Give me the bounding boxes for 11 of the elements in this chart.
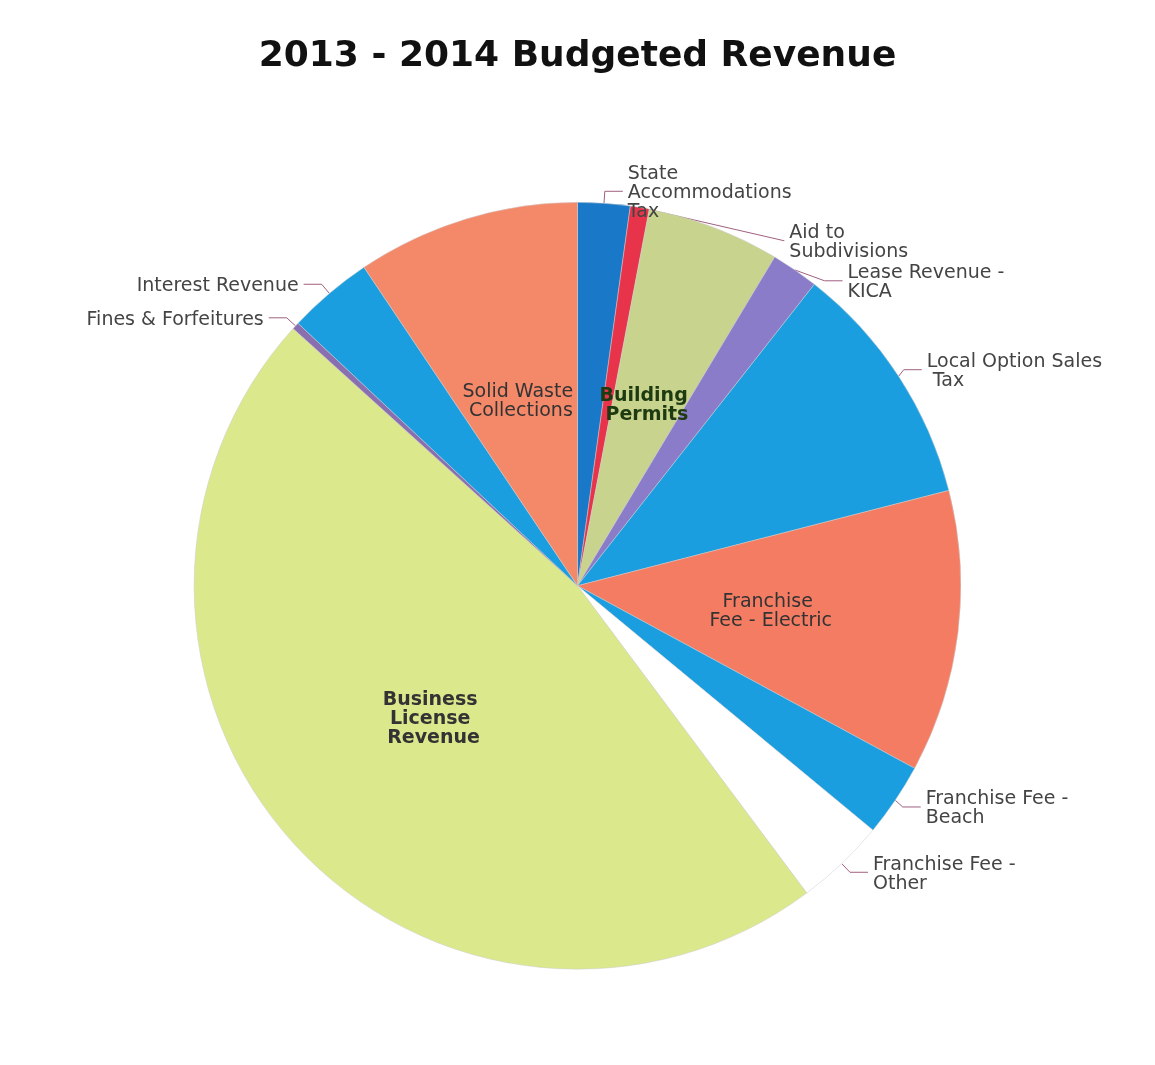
slice-label: Franchise Fee - Electric [709,589,833,631]
slice-label: Local Option Sales Tax [926,349,1103,391]
chart-title: 2013 - 2014 Budgeted Revenue [258,32,897,74]
slice-label: Fines & Forfeitures [86,306,264,329]
slice-label: Interest Revenue [136,273,299,296]
slice-label: Aid to Subdivisions [789,220,909,262]
slice-label: Franchise Fee - Other [872,851,1022,893]
slice-label: Solid Waste Collections [462,378,580,420]
slice-label: Lease Revenue - KICA [847,260,1011,302]
slice-label: Business License Revenue [382,686,485,747]
slice-label: Franchise Fee - Beach [925,786,1075,828]
